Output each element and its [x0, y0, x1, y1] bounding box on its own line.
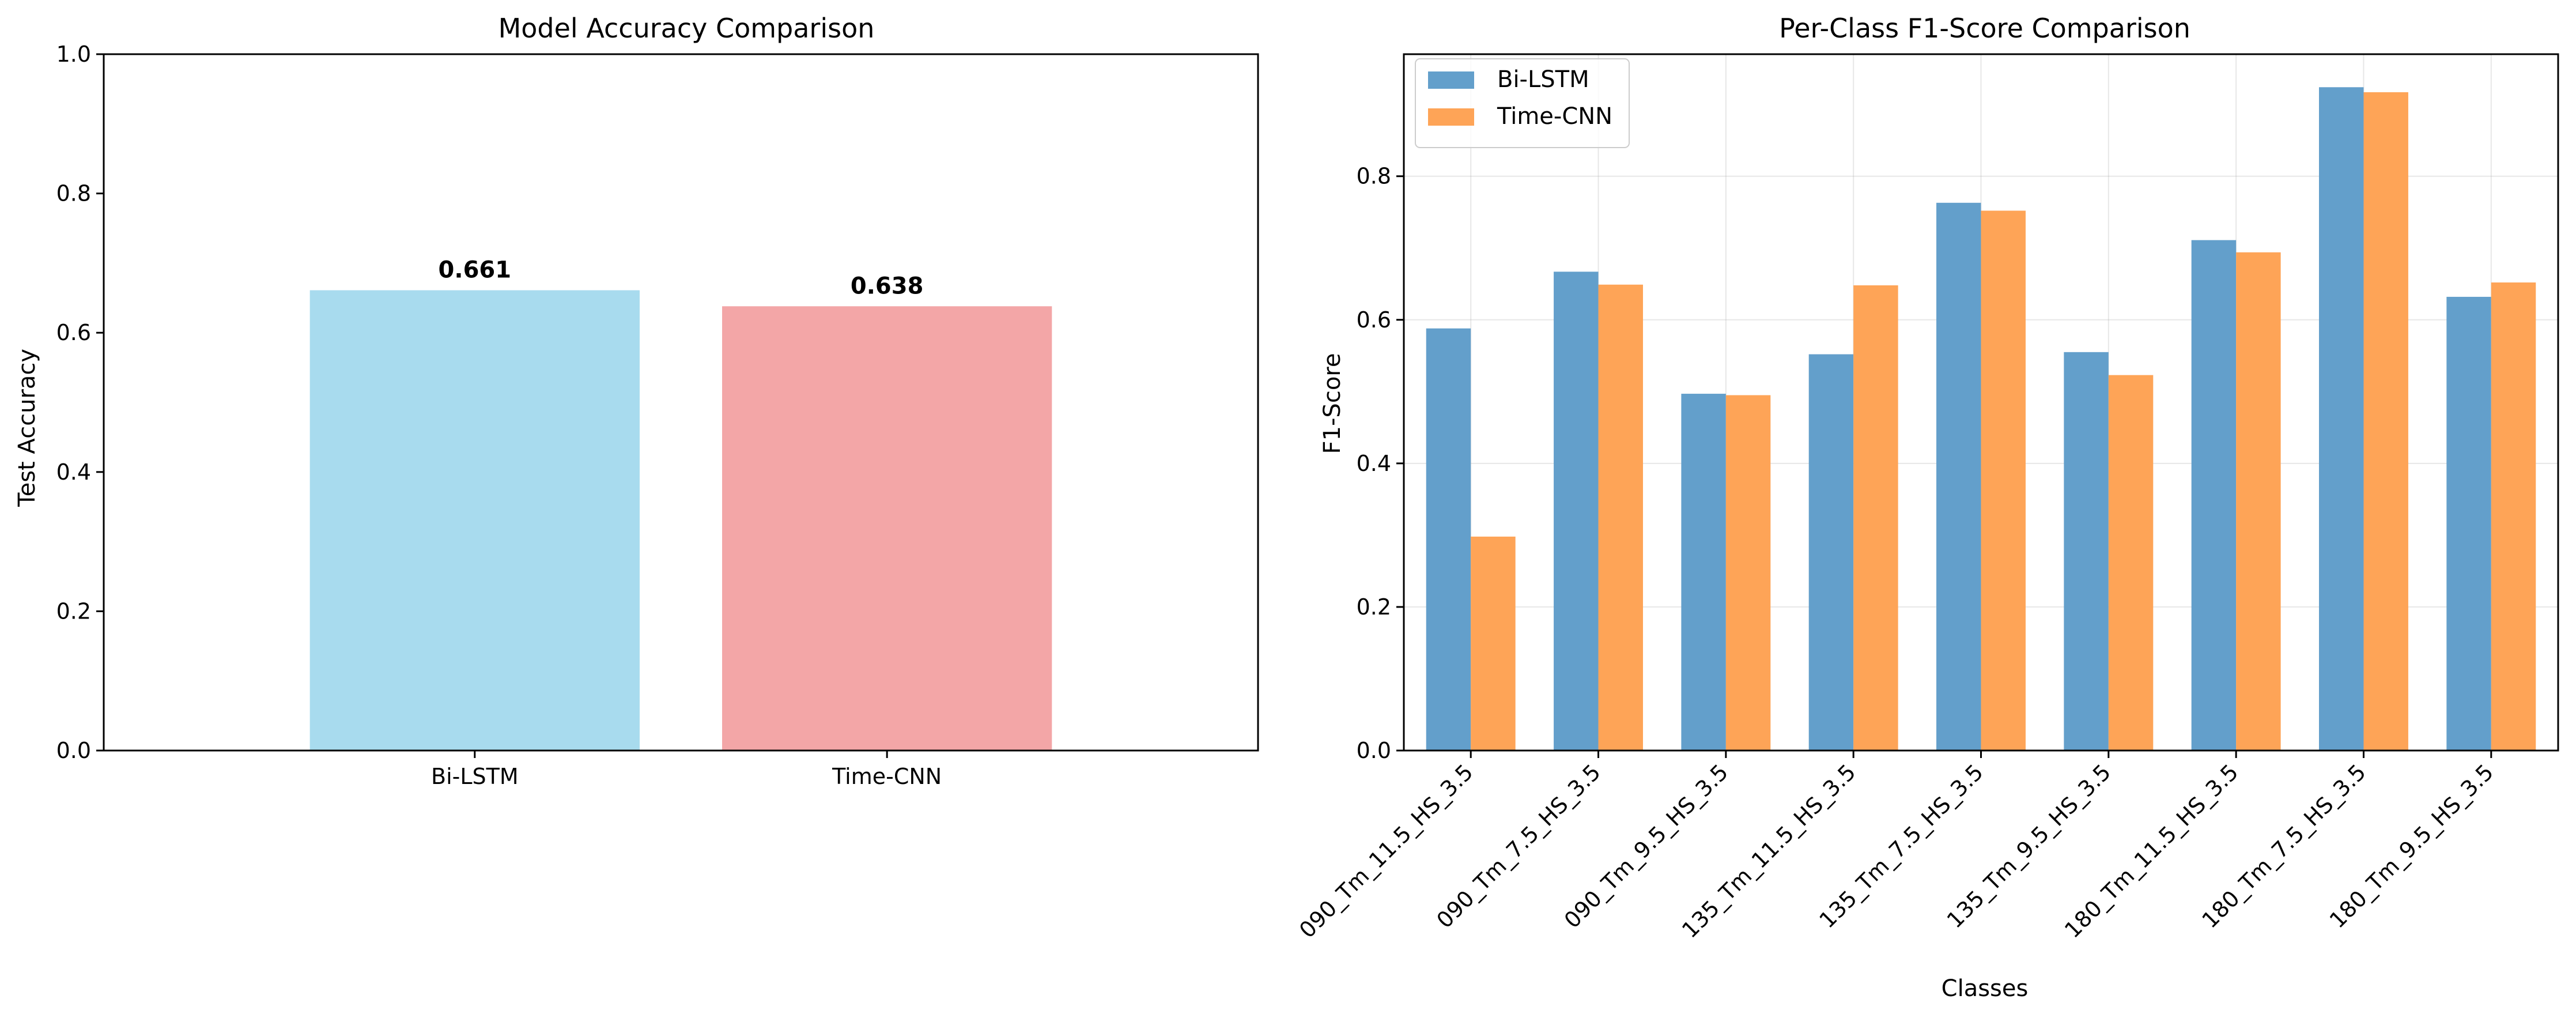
ytick-label: 0.2 — [56, 598, 91, 624]
bar-bi-lstm-0 — [1426, 328, 1471, 751]
accuracy-chart-bars: 0.661 0.638 — [309, 257, 1052, 751]
legend-swatch — [1428, 71, 1474, 89]
accuracy-chart: Model Accuracy Comparison Test Accuracy … — [14, 13, 1259, 789]
f1-chart-xlabel: Classes — [1942, 975, 2029, 1002]
ytick-label: 0.6 — [1357, 307, 1391, 333]
accuracy-chart-title: Model Accuracy Comparison — [498, 13, 875, 44]
accuracy-chart-yticks: 0.0 0.2 0.4 0.6 0.8 1.0 — [56, 42, 104, 763]
bar-bi-lstm-8 — [2446, 296, 2491, 751]
bar-time-cnn-4 — [1981, 210, 2026, 751]
legend-label: Bi-LSTM — [1497, 66, 1589, 93]
ytick-label: 1.0 — [56, 42, 91, 67]
ytick-label: 0.4 — [56, 459, 91, 485]
bar-time-cnn-6 — [2236, 252, 2281, 751]
bar-time-cnn — [722, 306, 1052, 751]
f1-chart-legend: Bi-LSTM Time-CNN — [1415, 58, 1630, 148]
bar-time-cnn-2 — [1725, 395, 1771, 751]
xtick-label: Time-CNN — [832, 764, 942, 789]
f1-chart: Per-Class F1-Score Comparison F1-Score C… — [1294, 13, 2559, 1002]
ytick-label: 0.2 — [1357, 594, 1391, 620]
ytick-label: 0.8 — [1357, 164, 1391, 189]
legend-swatch — [1428, 108, 1474, 126]
value-label: 0.638 — [851, 273, 924, 299]
ytick-label: 0.0 — [1357, 738, 1391, 763]
f1-chart-yticks: 0.0 0.2 0.4 0.6 0.8 — [1357, 164, 1404, 763]
bar-bi-lstm-2 — [1681, 394, 1726, 751]
f1-chart-frame — [1403, 53, 2559, 752]
f1-chart-ylabel: F1-Score — [1319, 353, 1346, 454]
bar-bi-lstm-3 — [1808, 354, 1854, 751]
f1-chart-bars — [1426, 87, 2536, 751]
bar-time-cnn-1 — [1598, 284, 1643, 751]
bar-time-cnn-5 — [2108, 375, 2154, 751]
bar-bi-lstm-4 — [1936, 202, 1981, 751]
bar-bi-lstm-6 — [2191, 240, 2237, 751]
bar-time-cnn-3 — [1853, 285, 1898, 751]
bar-bi-lstm-7 — [2319, 87, 2364, 751]
ytick-label: 0.6 — [56, 320, 91, 345]
f1-chart-title: Per-Class F1-Score Comparison — [1779, 13, 2190, 44]
accuracy-chart-ylabel: Test Accuracy — [14, 349, 40, 507]
ytick-label: 0.4 — [1357, 451, 1391, 476]
value-label: 0.661 — [439, 257, 512, 284]
bar-bi-lstm-1 — [1554, 272, 1599, 751]
ytick-label: 0.8 — [56, 181, 91, 206]
xtick-label: Bi-LSTM — [431, 764, 519, 789]
ytick-label: 0.0 — [56, 738, 91, 763]
bar-time-cnn-7 — [2363, 92, 2408, 751]
bar-bi-lstm — [309, 290, 640, 751]
f1-chart-xticks: 090_Tm_11.5_HS_3.5090_Tm_7.5_HS_3.5090_T… — [1294, 751, 2498, 943]
bar-bi-lstm-5 — [2064, 352, 2109, 751]
legend-label: Time-CNN — [1497, 103, 1612, 130]
accuracy-chart-xticks: Bi-LSTM Time-CNN — [431, 751, 942, 789]
bar-time-cnn-8 — [2491, 282, 2536, 751]
bar-time-cnn-0 — [1471, 536, 1516, 751]
accuracy-chart-frame — [103, 53, 1259, 752]
